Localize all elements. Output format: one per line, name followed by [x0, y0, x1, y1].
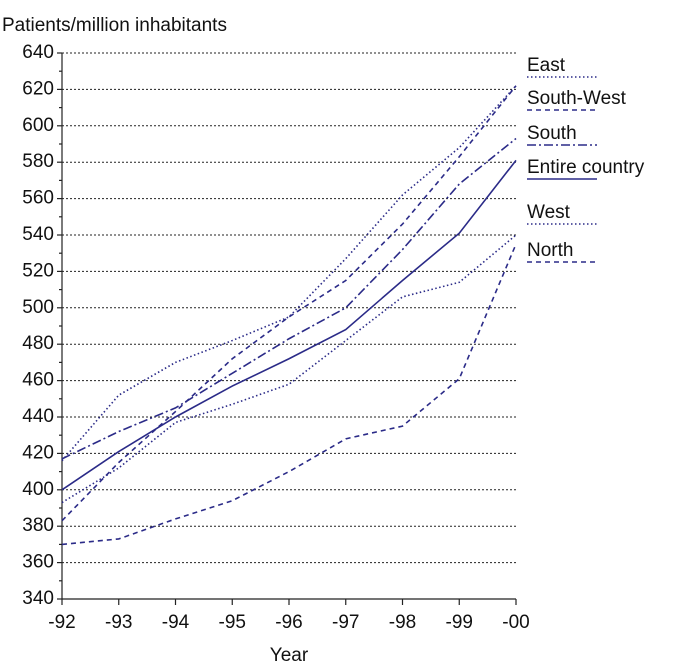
x-tick-label: -98	[389, 612, 416, 633]
x-tick-label: -94	[162, 612, 190, 633]
y-tick-label: 540	[22, 224, 54, 245]
x-tick-label: -92	[48, 612, 75, 633]
series-line	[61, 85, 517, 462]
legend-label: North	[527, 240, 573, 261]
y-tick-label: 420	[22, 442, 54, 463]
y-tick-label: 340	[22, 588, 54, 609]
y-tick-label: 560	[22, 188, 54, 209]
chart-title: Patients/million inhabitants	[2, 15, 227, 36]
series-line	[61, 159, 517, 491]
y-tick-label: 640	[22, 42, 54, 63]
y-tick-label: 460	[22, 370, 54, 391]
series-line	[61, 85, 517, 522]
series-line	[61, 137, 517, 460]
x-axis-label: Year	[270, 645, 309, 666]
y-tick-label: 520	[22, 260, 54, 281]
x-tick-label: -95	[219, 612, 246, 633]
y-tick-label: 380	[22, 515, 54, 536]
y-tick-label: 440	[22, 406, 54, 427]
x-tick-label: -93	[105, 612, 132, 633]
legend-label: Entire country	[527, 157, 645, 178]
y-tick-label: 620	[22, 78, 54, 99]
legend-label: East	[527, 55, 566, 76]
y-tick-label: 500	[22, 297, 54, 318]
y-tick-label: 360	[22, 552, 54, 573]
legend-label: South	[527, 123, 577, 144]
x-tick-label: -97	[332, 612, 359, 633]
y-tick-label: 480	[22, 333, 54, 354]
x-tick-label: -00	[502, 612, 529, 633]
x-tick-label: -99	[446, 612, 473, 633]
y-tick-label: 600	[22, 115, 54, 136]
series-line	[61, 234, 517, 504]
legend-label: West	[527, 202, 571, 223]
series-line	[61, 243, 517, 546]
x-tick-label: -96	[275, 612, 302, 633]
y-tick-label: 400	[22, 479, 54, 500]
y-tick-label: 580	[22, 151, 54, 172]
legend-label: South-West	[527, 88, 627, 109]
